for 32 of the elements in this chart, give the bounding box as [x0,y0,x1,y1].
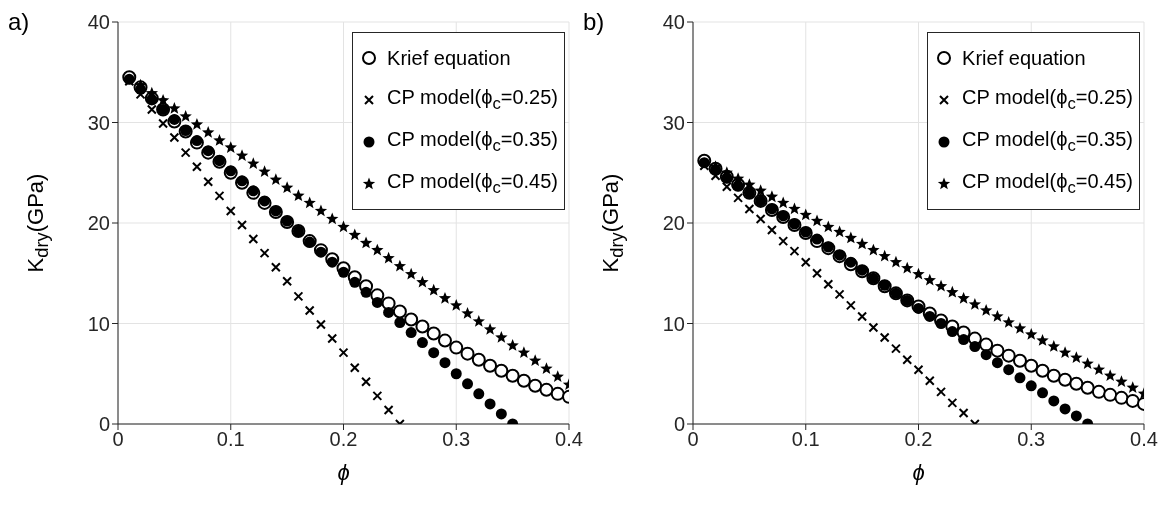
x-tick-label: 0.1 [791,428,820,451]
y-tick-label: 10 [662,312,685,335]
x-tick-label: 0.4 [1130,428,1158,451]
legend-label: Krief equation [387,46,511,70]
y-tick-label: 40 [87,11,110,34]
y-tick-label: 40 [662,11,685,34]
x-axis-title: ϕ [337,460,350,486]
legend-label: Krief equation [962,46,1086,70]
legend-label: CP model(ϕ$_{c}$=0.25) [962,86,1133,114]
legend-label: CP model(ϕ$_{c}$=0.35) [962,128,1133,156]
x-tick-label: 0 [687,428,699,451]
x-tick-label: 0 [112,428,124,451]
y-tick-label: 0 [98,413,110,436]
legend-label: CP model(ϕ$_{c}$=0.25) [387,86,558,114]
x-tick-label: 0.3 [1017,428,1046,451]
y-tick-label: 0 [673,413,685,436]
legend-label: CP model(ϕ$_{c}$=0.35) [387,128,558,156]
x-tick-label: 0.4 [555,428,583,451]
chart-title: a) [8,8,30,36]
y-tick-label: 20 [87,212,110,235]
legend-label: CP model(ϕ$_{c}$=0.45) [387,170,558,198]
y-tick-label: 30 [87,111,110,134]
x-tick-label: 0.2 [329,428,358,451]
x-tick-label: 0.3 [442,428,471,451]
x-tick-label: 0.1 [216,428,245,451]
x-tick-label: 0.2 [904,428,933,451]
y-tick-label: 30 [662,111,685,134]
y-tick-label: 20 [662,212,685,235]
legend-label: CP model(ϕ$_{c}$=0.45) [962,170,1133,198]
x-axis-title: ϕ [912,460,925,486]
y-tick-label: 10 [87,312,110,335]
chart-title: b) [583,8,605,36]
